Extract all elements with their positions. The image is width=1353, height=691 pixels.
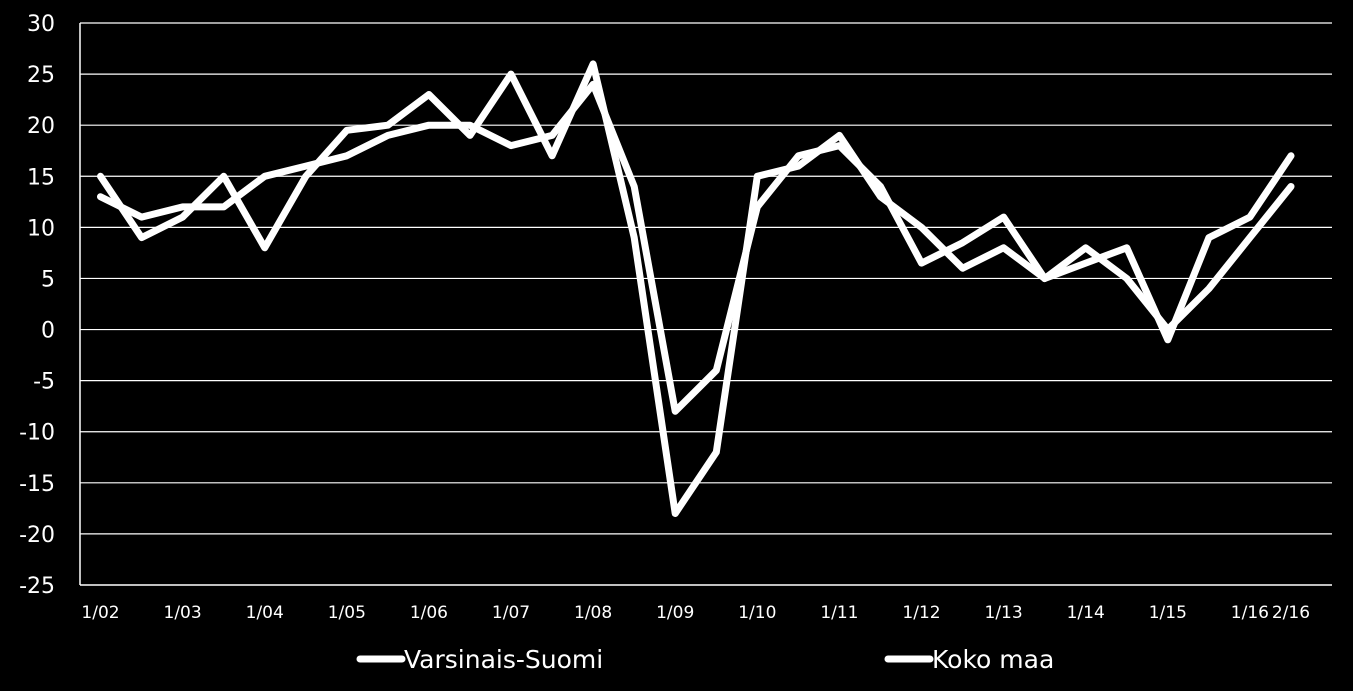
grid-lines xyxy=(80,22,1332,535)
y-tick-label: 15 xyxy=(27,165,55,190)
series-lines xyxy=(97,60,1295,517)
x-tick-label: 1/06 xyxy=(410,603,448,623)
y-tick-label: -20 xyxy=(19,523,55,548)
y-tick-label: 30 xyxy=(27,12,55,37)
y-tick-label: 5 xyxy=(41,267,55,292)
x-tick-label: 1/07 xyxy=(492,603,530,623)
y-tick-label: 20 xyxy=(27,114,55,139)
x-tick-label: 1/12 xyxy=(902,603,940,623)
y-tick-label: -5 xyxy=(33,370,55,395)
axes xyxy=(79,23,1332,586)
y-tick-label: 0 xyxy=(41,319,55,344)
x-tick-label: 1/08 xyxy=(574,603,612,623)
y-axis-ticks: -25 -20 -15 -10 -5 0 5 10 15 20 25 30 xyxy=(19,12,55,599)
x-tick-label: 1/11 xyxy=(820,603,858,623)
y-tick-label: -10 xyxy=(19,421,55,446)
x-tick-label: 1/14 xyxy=(1067,603,1105,623)
x-tick-label: 1/16 xyxy=(1231,603,1269,623)
y-tick-label: -25 xyxy=(19,574,55,599)
y-tick-label: 10 xyxy=(27,216,55,241)
x-tick-label: 1/09 xyxy=(656,603,694,623)
legend: Varsinais-Suomi Koko maa xyxy=(356,645,1054,674)
series-line-0 xyxy=(97,60,1295,517)
x-axis-ticks: 1/02 1/03 1/04 1/05 1/06 1/07 1/08 1/09 1/10 1/11… xyxy=(81,603,1310,623)
x-tick-label: 1/10 xyxy=(738,603,776,623)
legend-label: Koko maa xyxy=(932,645,1054,674)
x-tick-label: 1/02 xyxy=(81,603,119,623)
y-tick-label: -15 xyxy=(19,472,55,497)
x-tick-label: 1/15 xyxy=(1149,603,1187,623)
x-tick-label: 2/16 xyxy=(1272,603,1310,623)
y-tick-label: 25 xyxy=(27,63,55,88)
x-tick-label: 1/05 xyxy=(328,603,366,623)
legend-label: Varsinais-Suomi xyxy=(404,645,603,674)
x-tick-label: 1/03 xyxy=(164,603,202,623)
series-line-1 xyxy=(97,80,1295,415)
x-tick-label: 1/04 xyxy=(246,603,284,623)
x-tick-label: 1/13 xyxy=(985,603,1023,623)
